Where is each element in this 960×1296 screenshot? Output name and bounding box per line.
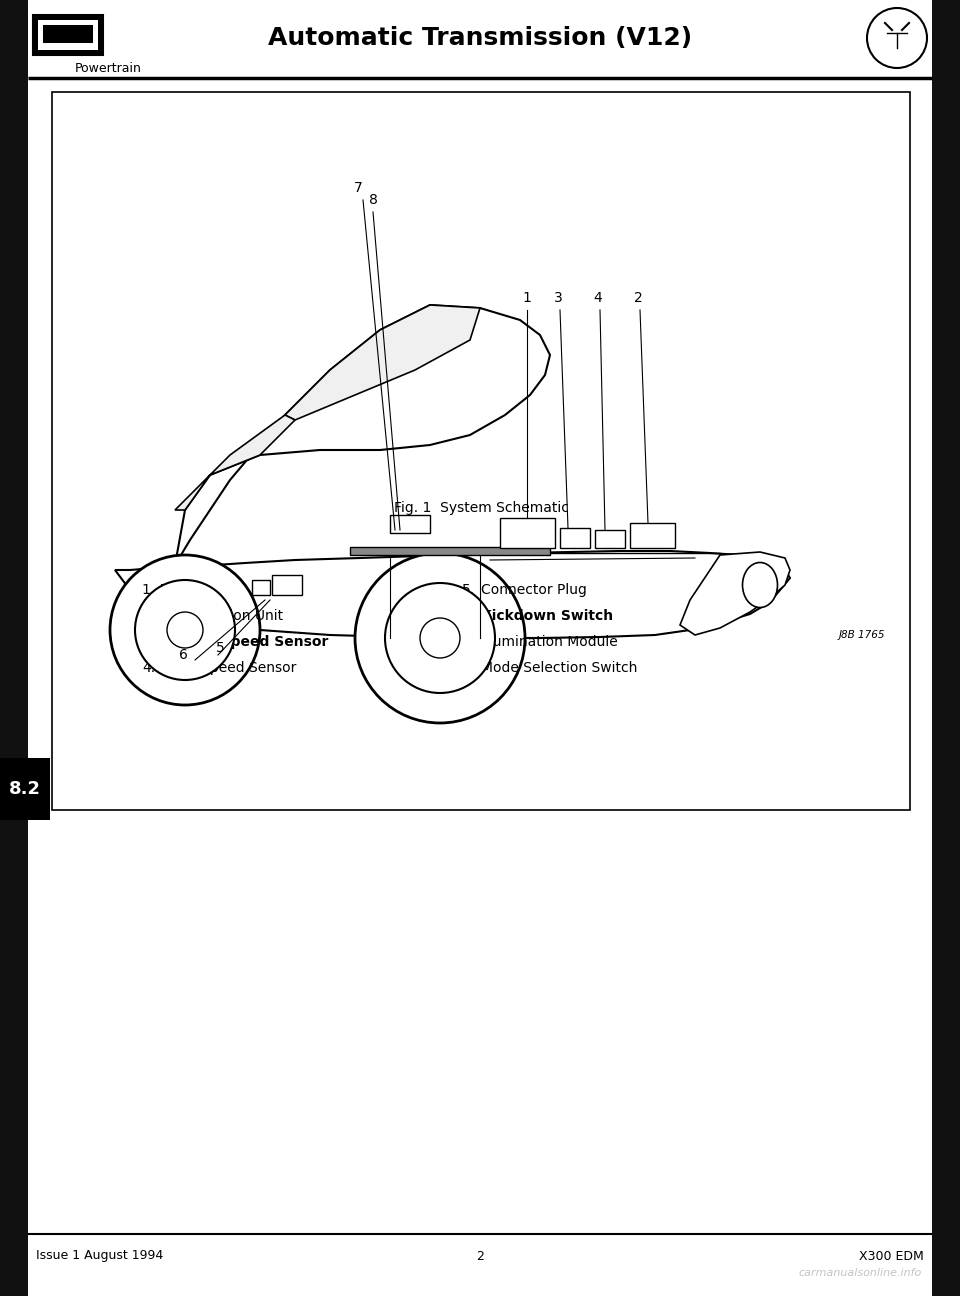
Bar — [932, 0, 960, 1296]
Circle shape — [385, 583, 495, 693]
Text: 3.: 3. — [142, 635, 155, 649]
Bar — [500, 518, 555, 548]
Text: Connector Plug: Connector Plug — [481, 583, 587, 597]
Text: 4.: 4. — [142, 661, 155, 675]
Polygon shape — [175, 415, 295, 511]
Text: Mode Selection Switch: Mode Selection Switch — [481, 661, 637, 675]
Text: Transmission Unit: Transmission Unit — [161, 609, 283, 623]
Bar — [33, 16, 103, 54]
Circle shape — [110, 555, 260, 705]
Text: 5: 5 — [216, 642, 225, 654]
Text: 4: 4 — [593, 292, 602, 305]
Bar — [595, 530, 625, 548]
Text: Fig. 1  System Schematic: Fig. 1 System Schematic — [394, 502, 568, 515]
Text: TCM: TCM — [161, 583, 190, 597]
Bar — [390, 515, 430, 533]
Text: 7: 7 — [353, 181, 362, 194]
Ellipse shape — [742, 562, 778, 608]
Bar — [560, 527, 590, 548]
Bar — [350, 547, 550, 555]
Text: carmanualsonline.info: carmanualsonline.info — [799, 1267, 922, 1278]
Polygon shape — [285, 305, 480, 420]
Text: Powertrain: Powertrain — [75, 61, 142, 74]
Text: Kickdown Switch: Kickdown Switch — [481, 609, 613, 623]
Bar — [43, 25, 93, 43]
Polygon shape — [680, 552, 790, 635]
Text: 5.: 5. — [462, 583, 475, 597]
Text: Illumination Module: Illumination Module — [481, 635, 617, 649]
Circle shape — [167, 612, 203, 648]
Bar — [630, 524, 675, 548]
Text: 2: 2 — [634, 292, 642, 305]
Text: 1: 1 — [522, 292, 532, 305]
Bar — [52, 92, 910, 810]
Polygon shape — [175, 305, 550, 565]
Text: Output Speed Sensor: Output Speed Sensor — [161, 635, 328, 649]
Text: 8.: 8. — [462, 661, 475, 675]
Bar — [0, 758, 50, 820]
Text: Issue 1 August 1994: Issue 1 August 1994 — [36, 1249, 163, 1262]
Text: 1.: 1. — [142, 583, 155, 597]
Text: Automatic Transmission (V12): Automatic Transmission (V12) — [268, 26, 692, 51]
Circle shape — [135, 581, 235, 680]
Bar — [252, 581, 270, 595]
Text: 2.: 2. — [142, 609, 155, 623]
Circle shape — [420, 618, 460, 658]
Text: 6.: 6. — [462, 609, 475, 623]
Bar — [0, 0, 28, 1296]
Text: J8B 1765: J8B 1765 — [838, 630, 885, 640]
Polygon shape — [115, 551, 790, 638]
Text: 8: 8 — [369, 193, 377, 207]
Text: 6: 6 — [179, 648, 187, 662]
Text: X300 EDM: X300 EDM — [859, 1249, 924, 1262]
Circle shape — [355, 553, 525, 723]
Bar — [38, 19, 98, 51]
Text: 8.2: 8.2 — [9, 780, 41, 798]
Bar — [272, 575, 302, 595]
Circle shape — [867, 8, 927, 67]
Text: 7.: 7. — [462, 635, 475, 649]
Text: 3: 3 — [554, 292, 563, 305]
Text: 2: 2 — [476, 1249, 484, 1262]
Text: input Speed Sensor: input Speed Sensor — [161, 661, 297, 675]
